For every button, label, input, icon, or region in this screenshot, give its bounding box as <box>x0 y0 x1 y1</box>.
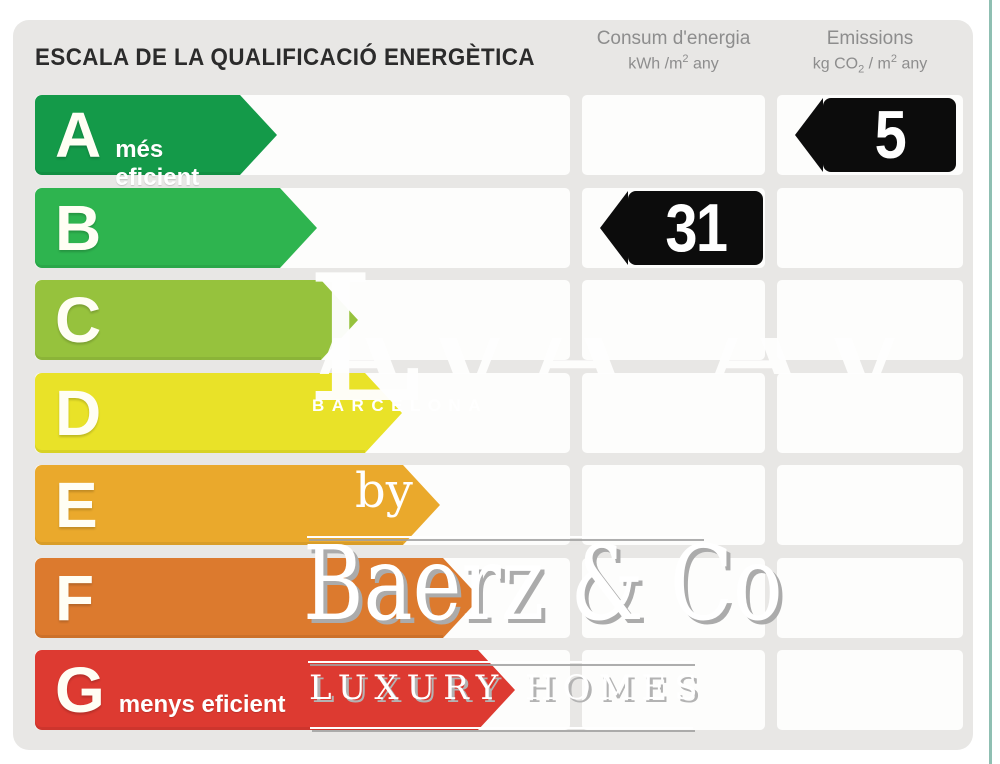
rating-row: E <box>0 465 1000 545</box>
rating-row: F <box>0 558 1000 638</box>
rating-bar: E <box>35 465 403 545</box>
header-consum: Consum d'energia kWh /m2 any <box>582 28 765 73</box>
watermark-rule-top <box>307 536 702 538</box>
rating-letter: A <box>55 99 102 171</box>
cell-consum <box>582 280 765 360</box>
header-emissions: Emissions kg CO2 / m2 any <box>777 28 963 76</box>
rating-letter: G <box>55 654 105 726</box>
consum-value-arrow: 31 <box>628 191 763 265</box>
header-consum-title: Consum d'energia <box>596 28 751 49</box>
rating-row: B <box>0 188 1000 268</box>
watermark-rule-middle <box>308 661 693 663</box>
header-consum-unit: kWh /m2 any <box>628 53 719 73</box>
rating-label: menys eficient <box>118 691 286 718</box>
rating-row: D <box>0 373 1000 453</box>
rating-letter: C <box>55 284 102 356</box>
rating-letter: E <box>55 469 98 541</box>
rating-letter: D <box>55 377 102 449</box>
rating-bar: D <box>35 373 365 453</box>
rating-row: G menys eficient <box>0 650 1000 730</box>
rating-bar: C <box>35 280 321 360</box>
emissions-value-arrow: 5 <box>823 98 956 172</box>
header-emissions-title: Emissions <box>826 28 914 49</box>
rating-row: C <box>0 280 1000 360</box>
rating-bar: A més eficient <box>35 95 240 191</box>
cell-emissions <box>777 373 963 453</box>
cell-emissions <box>777 280 963 360</box>
cell-emissions <box>777 650 963 730</box>
page-title: ESCALA DE LA QUALIFICACIÓ ENERGÈTICA <box>35 44 535 71</box>
rating-label: més eficient <box>115 136 200 191</box>
rating-bar: B <box>35 188 280 268</box>
consum-value: 31 <box>665 190 728 266</box>
rating-bar: G menys eficient <box>35 650 478 730</box>
rating-letter: B <box>55 192 102 264</box>
rating-letter: F <box>55 562 95 634</box>
right-border-accent <box>989 0 992 764</box>
cell-emissions <box>777 465 963 545</box>
cell-emissions <box>777 558 963 638</box>
cell-consum <box>582 650 765 730</box>
cell-consum <box>582 373 765 453</box>
cell-consum <box>582 95 765 175</box>
cell-emissions <box>777 188 963 268</box>
emissions-value: 5 <box>874 97 906 173</box>
cell-consum <box>582 558 765 638</box>
rating-bar: F <box>35 558 443 638</box>
cell-consum <box>582 465 765 545</box>
header-emissions-unit: kg CO2 / m2 any <box>812 53 928 76</box>
watermark-rule-bottom <box>310 727 693 729</box>
